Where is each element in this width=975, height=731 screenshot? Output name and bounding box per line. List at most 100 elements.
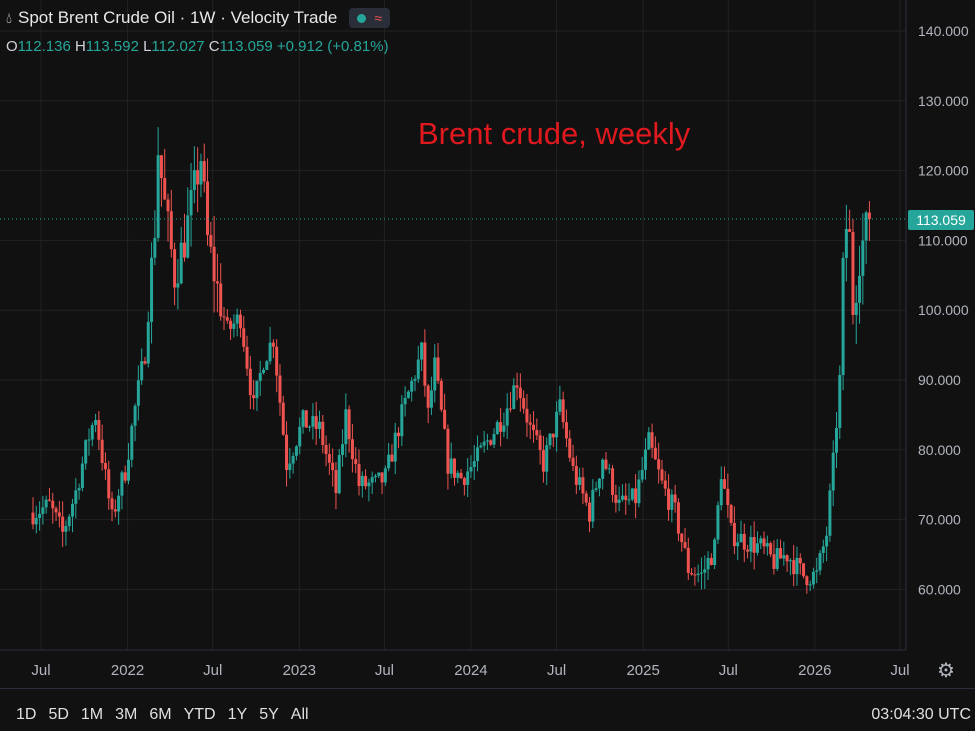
candle-body [380,472,384,483]
candle-body [637,479,641,504]
candle [726,473,730,518]
candle [179,226,183,285]
candle [597,477,601,497]
candle [196,147,200,213]
candle [867,201,871,242]
symbol-legend[interactable]: 💧︎ Spot Brent Crude Oil · 1W · Velocity … [6,8,391,28]
candle-body [604,459,608,469]
utc-clock[interactable]: 03:04:30 UTC [871,706,971,723]
candle-body [597,478,601,489]
candle-body [732,522,736,547]
candle-body [285,434,289,471]
candle [584,490,588,507]
candle [640,456,644,483]
candle [288,448,292,479]
candle-body [686,547,690,574]
candle [169,189,173,258]
candle [831,440,835,507]
open-value: 112.136 [17,38,71,55]
candle [212,215,216,313]
gear-icon[interactable]: ⚙ [937,660,955,682]
candle [337,448,341,495]
candle-body [400,404,404,437]
y-tick-label: 110.000 [918,232,968,248]
x-tick-label: Jul [203,662,222,679]
candle [34,505,38,534]
market-status-icon [357,13,367,23]
y-tick-label: 130.000 [918,93,969,109]
candle-body [423,342,427,386]
candle-body [535,430,539,436]
candle [357,449,361,496]
legend-status-pill[interactable]: ≈ [349,8,391,28]
candle-body [653,447,657,460]
candle [370,471,374,495]
candle-body [729,504,733,523]
candle [775,539,779,572]
candle-body [176,283,180,288]
wave-icon: ≈ [374,10,383,26]
candle [505,393,509,439]
chart-plot-area[interactable]: 60.000 70.000 80.000 90.000 100.000 110.000 12… [0,0,969,679]
candle-body [67,516,71,527]
change-value: +0.912 (+0.81%) [276,38,389,55]
candle-body [429,390,433,408]
candle-body [446,428,450,474]
candle-body [765,543,769,547]
candle [192,146,196,204]
candle-body [449,458,453,474]
candle [699,557,703,590]
candle-body [215,281,219,284]
timeframe-3m[interactable]: 3M [115,706,138,723]
candle-body [443,409,447,429]
candle [627,483,631,505]
candle [611,464,615,503]
candle-body [469,466,473,472]
candle [453,458,457,486]
timeframe-all[interactable]: All [290,706,309,723]
candle-body [232,323,236,329]
candle [324,435,328,467]
timeframe-ytd[interactable]: YTD [183,706,216,723]
candle-body [337,454,341,494]
candle [459,469,463,480]
candle-body [515,385,519,388]
candle [331,448,335,487]
timeframe-1m[interactable]: 1M [80,706,104,723]
candle [798,553,802,575]
candle [821,539,825,563]
candle-body [262,369,266,373]
candle [80,456,84,492]
candle-body [522,398,526,409]
candle-body [495,422,499,435]
candle-body [844,229,848,258]
candle [449,442,453,479]
timeframe-1y[interactable]: 1Y [227,706,248,723]
candle [364,469,368,490]
candle-body [159,155,163,179]
candle-body [808,584,812,586]
x-tick-label: 2022 [111,662,144,679]
candle-body [235,314,239,324]
candle [443,393,447,430]
candle-body [258,372,262,381]
candle [390,444,394,462]
candle [522,390,526,414]
timeframe-5y[interactable]: 5Y [259,706,279,723]
timeframe-1d[interactable]: 1D [16,706,37,723]
timeframe-5d[interactable]: 5D [48,706,69,723]
candle-body [779,548,783,559]
candle-body [354,459,358,465]
chart-annotation: Brent crude, weekly [418,116,691,151]
candle [140,348,144,385]
ohlc-readout: O112.136 H113.592 L112.027 C113.059 +0.9… [6,38,389,55]
candle [624,483,628,515]
candle-body [591,489,595,522]
candle [153,210,157,266]
candle-body [456,472,460,478]
candle-body [693,574,697,576]
timeframe-6m[interactable]: 6M [149,706,172,723]
candlestick-chart[interactable]: 60.000 70.000 80.000 90.000 100.000 110.000 12… [0,0,975,688]
candle-body [150,257,154,322]
candle [574,455,578,495]
